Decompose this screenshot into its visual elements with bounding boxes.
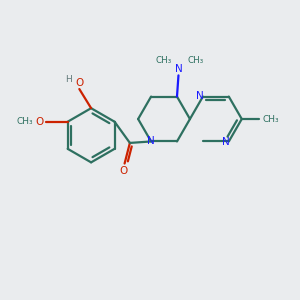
Text: O: O — [75, 78, 83, 88]
Text: O: O — [36, 117, 44, 127]
Text: CH₃: CH₃ — [188, 56, 204, 64]
Text: CH₃: CH₃ — [155, 56, 171, 64]
Text: N: N — [222, 137, 230, 147]
Text: O: O — [119, 166, 127, 176]
Text: N: N — [147, 136, 155, 146]
Text: CH₃: CH₃ — [262, 115, 279, 124]
Text: N: N — [196, 91, 204, 101]
Text: CH₃: CH₃ — [17, 117, 34, 126]
Text: H: H — [65, 75, 71, 84]
Text: N: N — [175, 64, 182, 74]
